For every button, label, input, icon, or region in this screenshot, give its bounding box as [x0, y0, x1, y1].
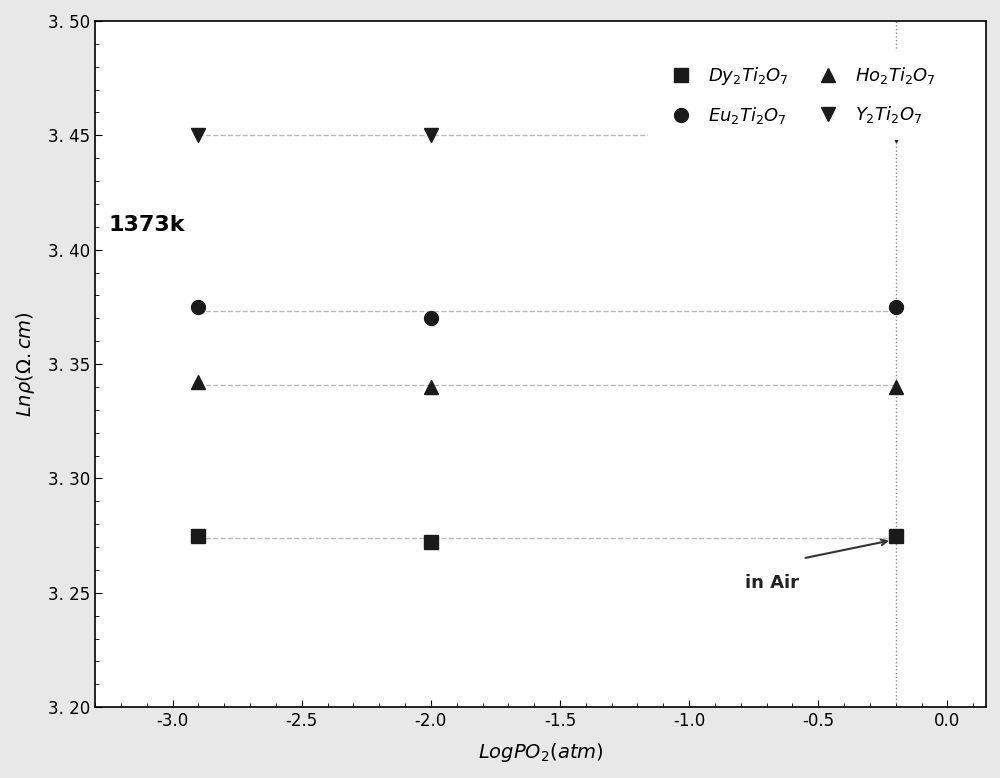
Text: in Air: in Air: [745, 574, 799, 593]
Text: 1373k: 1373k: [108, 216, 185, 235]
Legend: $Dy_2Ti_2O_7$, $Eu_2Ti_2O_7$, $Ho_2Ti_2O_7$, $Y_2Ti_2O_7$: $Dy_2Ti_2O_7$, $Eu_2Ti_2O_7$, $Ho_2Ti_2O…: [648, 51, 950, 141]
X-axis label: $LogPO_2(atm)$: $LogPO_2(atm)$: [478, 741, 603, 764]
Y-axis label: $Ln\rho(\Omega.cm)$: $Ln\rho(\Omega.cm)$: [14, 311, 37, 417]
